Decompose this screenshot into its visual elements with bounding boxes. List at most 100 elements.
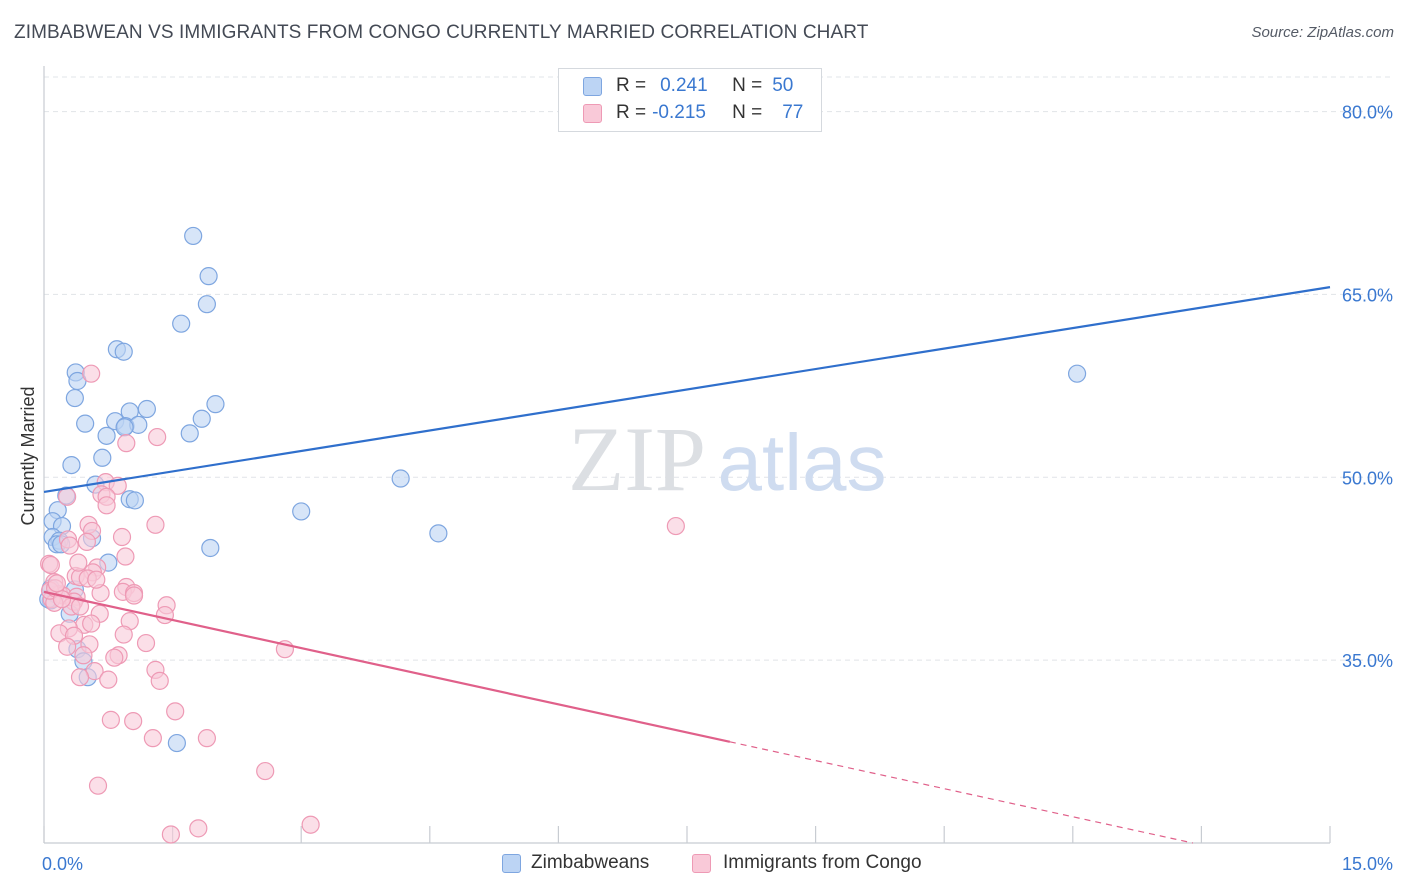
- data-point: [116, 547, 135, 566]
- data-point: [82, 364, 101, 383]
- data-point: [99, 670, 118, 689]
- data-point: [82, 614, 101, 633]
- x-tick-label: 15.0%: [1342, 854, 1393, 874]
- data-point: [117, 434, 136, 453]
- data-point: [70, 668, 90, 687]
- data-point: [125, 491, 144, 510]
- data-point: [69, 553, 88, 572]
- data-point: [143, 729, 162, 748]
- data-point: [192, 409, 211, 428]
- data-point: [47, 574, 66, 593]
- axes: [43, 66, 1331, 844]
- data-point: [114, 342, 133, 361]
- trend-lines: [43, 286, 1331, 844]
- y-tick-label: 35.0%: [1342, 651, 1393, 671]
- data-point: [301, 815, 320, 834]
- data-point: [62, 455, 81, 475]
- data-point: [167, 733, 186, 753]
- trend-line-extension: [729, 741, 1193, 844]
- data-point: [105, 648, 124, 667]
- data-point: [41, 555, 60, 575]
- correlation-legend: R = 0.241 N = 50 R = -0.215 N = 77: [558, 68, 822, 132]
- data-point: [180, 424, 199, 443]
- data-point: [124, 586, 144, 605]
- data-point: [136, 633, 156, 653]
- data-point: [146, 515, 165, 534]
- data-point: [172, 314, 191, 333]
- data-point: [87, 570, 106, 589]
- data-point: [115, 418, 134, 437]
- data-point: [197, 729, 216, 748]
- data-point: [1067, 364, 1087, 383]
- legend-row-congo: R = -0.215 N = 77: [583, 100, 803, 126]
- data-point: [112, 527, 132, 547]
- data-point: [197, 295, 216, 314]
- watermark-atlas: atlas: [718, 418, 887, 507]
- legend-r-label: R =: [616, 75, 647, 96]
- bottom-legend-label: Zimbabweans: [531, 852, 650, 873]
- legend-r-value: 0.241: [660, 75, 708, 96]
- data-point: [150, 671, 169, 690]
- data-point: [429, 524, 448, 543]
- data-point: [58, 487, 77, 506]
- data-point: [155, 605, 174, 625]
- legend-swatch-blue: [583, 76, 602, 96]
- data-point: [201, 538, 220, 558]
- data-point: [52, 590, 72, 609]
- data-point: [88, 776, 108, 795]
- data-point: [256, 761, 275, 781]
- data-point: [77, 532, 96, 551]
- legend-swatch-pink: [583, 103, 602, 123]
- watermark-zip: ZIP: [568, 408, 706, 510]
- y-tick-label: 80.0%: [1342, 103, 1393, 123]
- legend-n-label: N =: [732, 102, 763, 123]
- data-point: [161, 825, 180, 844]
- data-point: [124, 711, 143, 731]
- bottom-legend-zimbabweans: Zimbabweans: [502, 852, 649, 874]
- data-point: [70, 597, 90, 616]
- watermark: ZIP atlas: [568, 408, 886, 510]
- data-point: [148, 427, 167, 447]
- series-congo: [40, 364, 685, 844]
- x-tick-label: 0.0%: [42, 854, 83, 874]
- data-point: [184, 226, 203, 246]
- grid-lines: [44, 76, 1394, 661]
- data-point: [60, 536, 79, 555]
- legend-n-value: 77: [782, 102, 804, 123]
- y-tick-label: 65.0%: [1342, 285, 1393, 305]
- data-point: [206, 395, 225, 414]
- legend-n-label: N =: [732, 75, 763, 96]
- legend-row-zimbabweans: R = 0.241 N = 50: [583, 73, 793, 99]
- bottom-legend-swatch-blue: [502, 853, 521, 873]
- source-label: Source: ZipAtlas.com: [1251, 24, 1394, 41]
- y-tick-label: 50.0%: [1342, 468, 1393, 488]
- data-point: [199, 267, 218, 286]
- data-point: [65, 388, 84, 408]
- bottom-legend-congo: Immigrants from Congo: [692, 852, 922, 874]
- data-point: [166, 702, 185, 721]
- legend-r-label: R =: [616, 102, 647, 123]
- data-points: [39, 226, 1087, 844]
- data-point: [114, 625, 133, 644]
- series-zimbabweans: [39, 226, 1087, 753]
- legend-r-value: -0.215: [652, 102, 706, 123]
- trend-line: [43, 590, 731, 743]
- chart-title: ZIMBABWEAN VS IMMIGRANTS FROM CONGO CURR…: [14, 22, 869, 43]
- data-point: [93, 448, 112, 467]
- data-point: [74, 646, 93, 665]
- data-point: [101, 710, 120, 729]
- bottom-legend-label: Immigrants from Congo: [723, 852, 922, 873]
- data-point: [137, 399, 156, 419]
- data-point: [189, 819, 208, 838]
- y-axis-label: Currently Married: [18, 386, 38, 525]
- trend-line: [43, 286, 1331, 494]
- data-point: [58, 637, 77, 656]
- data-point: [97, 496, 116, 515]
- data-point: [292, 502, 311, 521]
- legend-n-value: 50: [772, 75, 794, 96]
- bottom-legend-swatch-pink: [692, 853, 711, 873]
- data-point: [97, 426, 116, 445]
- data-point: [666, 516, 685, 536]
- data-point: [76, 414, 95, 433]
